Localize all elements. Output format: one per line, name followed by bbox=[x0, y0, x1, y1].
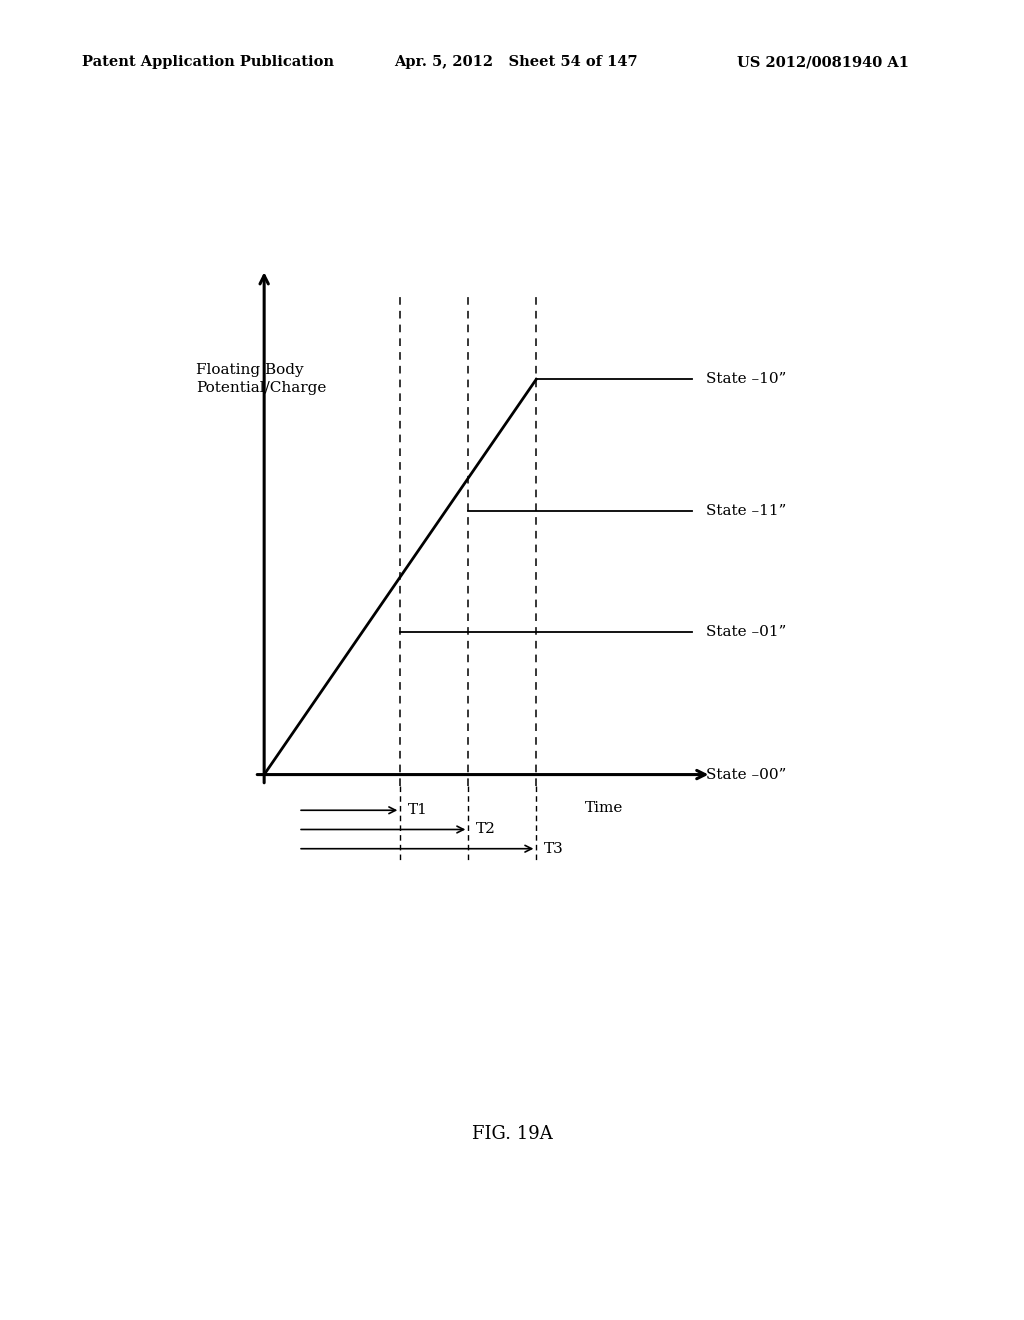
Text: FIG. 19A: FIG. 19A bbox=[472, 1125, 552, 1143]
Text: T3: T3 bbox=[544, 842, 563, 855]
Text: Patent Application Publication: Patent Application Publication bbox=[82, 55, 334, 70]
Text: State –01”: State –01” bbox=[707, 624, 786, 639]
Text: US 2012/0081940 A1: US 2012/0081940 A1 bbox=[737, 55, 909, 70]
Text: Floating Body
Potential/Charge: Floating Body Potential/Charge bbox=[197, 363, 327, 395]
Text: Time: Time bbox=[585, 800, 624, 814]
Text: T1: T1 bbox=[408, 804, 427, 817]
Text: State –00”: State –00” bbox=[707, 767, 786, 781]
Text: State –11”: State –11” bbox=[707, 504, 786, 517]
Text: T2: T2 bbox=[475, 822, 496, 837]
Text: Apr. 5, 2012   Sheet 54 of 147: Apr. 5, 2012 Sheet 54 of 147 bbox=[394, 55, 638, 70]
Text: State –10”: State –10” bbox=[707, 372, 786, 387]
